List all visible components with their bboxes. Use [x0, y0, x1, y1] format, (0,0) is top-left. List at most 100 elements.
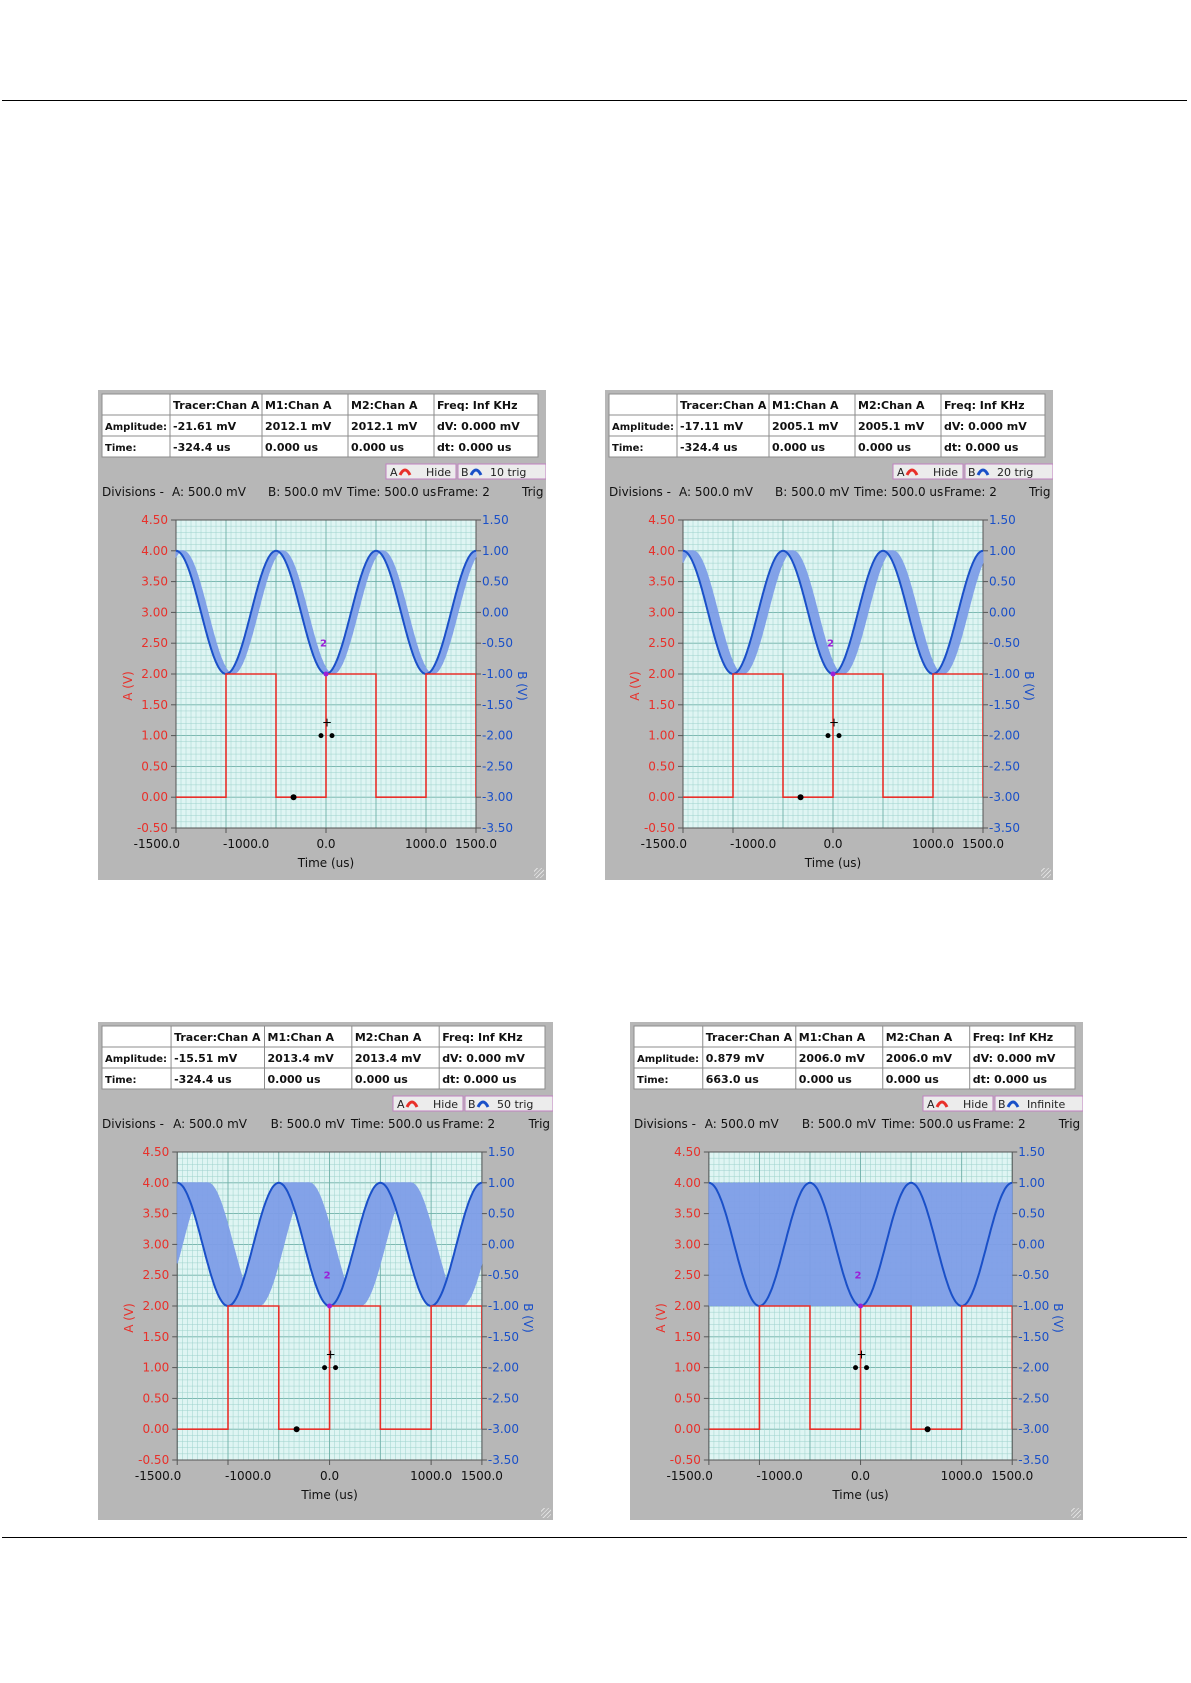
dv-value: dV: 0.000 mV [437, 420, 520, 433]
x-tick-label: 1000.0 [941, 1469, 983, 1483]
y-tick-label: 3.50 [674, 1207, 701, 1221]
y2-tick-label: -3.00 [989, 790, 1020, 804]
tracer-dot [797, 794, 804, 801]
divisions-b: B: 500.0 mV [802, 1117, 877, 1131]
y2-tick-label: -2.50 [989, 759, 1020, 773]
legend-b-label: B [968, 466, 976, 479]
divisions-time: Time: 500.0 us [853, 485, 943, 499]
legend-a-icon [905, 468, 919, 476]
y2-axis-label: B (V) [515, 671, 529, 701]
divisions-time: Time: 500.0 us [346, 485, 436, 499]
y-tick-label: 2.00 [141, 667, 168, 681]
y2-tick-label: -0.50 [488, 1268, 519, 1282]
header-tracer: Tracer:Chan A [680, 399, 767, 412]
legend-a-box [892, 463, 964, 480]
y2-tick-label: 1.00 [1018, 1176, 1045, 1190]
x-tick-label: -1000.0 [225, 1469, 271, 1483]
header-freq: Freq: Inf KHz [437, 399, 517, 412]
resize-grip[interactable] [534, 868, 544, 878]
legend-a-box [922, 1095, 994, 1112]
marker-2-label: 2 [855, 1270, 862, 1281]
y-tick-label: 4.00 [143, 1176, 170, 1190]
tracer-time: -324.4 us [680, 441, 738, 454]
y-tick-label: 3.50 [648, 575, 675, 589]
hide-button: Hide [433, 1098, 458, 1111]
x-tick-label: -1000.0 [756, 1469, 802, 1483]
x-axis-label: Time (us) [300, 1488, 357, 1502]
tracer-dot [924, 1426, 931, 1433]
y2-tick-label: 1.00 [482, 544, 509, 558]
x-tick-label: 1000.0 [912, 837, 954, 851]
tracer-time: -324.4 us [174, 1073, 232, 1086]
tracer-amplitude: -17.11 mV [680, 420, 744, 433]
header-tracer: Tracer:Chan A [174, 1031, 261, 1044]
divisions-b: B: 500.0 mV [775, 485, 850, 499]
divisions-a: A: 500.0 mV [173, 1117, 248, 1131]
y-tick-label: 0.00 [141, 790, 168, 804]
y-tick-label: 2.00 [648, 667, 675, 681]
y-axis-label: A (V) [628, 671, 642, 701]
time-label: Time: [105, 443, 136, 454]
y2-tick-label: 0.00 [488, 1237, 515, 1251]
hide-button: Hide [933, 466, 958, 479]
y2-axis-label: B (V) [521, 1303, 535, 1333]
cursor-dot-right [329, 733, 335, 739]
amplitude-label: Amplitude: [612, 422, 674, 433]
y2-tick-label: -3.00 [488, 1422, 519, 1436]
y-tick-label: 4.50 [143, 1145, 170, 1159]
y2-tick-label: 0.50 [1018, 1207, 1045, 1221]
header-m1: M1:Chan A [265, 399, 332, 412]
y-tick-label: 0.50 [648, 759, 675, 773]
marker-point [830, 671, 836, 677]
frame-label: Frame: 2 [973, 1117, 1026, 1131]
dt-value: dt: 0.000 us [437, 441, 512, 454]
divisions-label: Divisions - [609, 485, 671, 499]
y2-tick-label: 0.00 [989, 605, 1016, 619]
divisions-b: B: 500.0 mV [268, 485, 343, 499]
dv-value: dV: 0.000 mV [442, 1052, 525, 1065]
cursor-cross: + [322, 715, 332, 729]
legend-b-icon [469, 468, 483, 476]
resize-grip[interactable] [541, 1508, 551, 1518]
y2-tick-label: 0.00 [1018, 1237, 1045, 1251]
x-tick-label: 1000.0 [405, 837, 447, 851]
m1-time: 0.000 us [268, 1073, 321, 1086]
y2-tick-label: 1.50 [482, 513, 509, 527]
tracer-time: 663.0 us [706, 1073, 759, 1086]
x-axis-label: Time (us) [831, 1488, 888, 1502]
y-axis-label: A (V) [121, 671, 135, 701]
resize-grip[interactable] [1041, 868, 1051, 878]
x-tick-label: -1500.0 [667, 1469, 713, 1483]
time-label: Time: [105, 1075, 136, 1086]
m2-time: 0.000 us [351, 441, 404, 454]
y-tick-label: 2.50 [141, 636, 168, 650]
y-tick-label: 1.00 [674, 1361, 701, 1375]
y-tick-label: 2.50 [648, 636, 675, 650]
scope-panel-1: Tracer:Chan A M1:Chan A M2:Chan A Freq: Inf… [98, 390, 546, 880]
scope-svg: Tracer:Chan A M1:Chan A M2:Chan A Freq: Inf… [101, 1025, 553, 1502]
dt-value: dt: 0.000 us [944, 441, 1019, 454]
m2-time: 0.000 us [355, 1073, 408, 1086]
x-tick-label: -1000.0 [730, 837, 776, 851]
y2-tick-label: -1.50 [1018, 1330, 1049, 1344]
legend-b-label: B [468, 1098, 476, 1111]
divisions-time: Time: 500.0 us [350, 1117, 440, 1131]
scope-svg: Tracer:Chan A M1:Chan A M2:Chan A Freq: Inf… [608, 393, 1053, 870]
y2-tick-label: 1.50 [488, 1145, 515, 1159]
y-tick-label: -0.50 [138, 1453, 169, 1467]
y2-tick-label: -2.00 [482, 729, 513, 743]
dt-value: dt: 0.000 us [973, 1073, 1048, 1086]
x-axis-label: Time (us) [297, 856, 354, 870]
cursor-dot-left [825, 733, 831, 739]
y-tick-label: 0.00 [648, 790, 675, 804]
header-m2: M2:Chan A [886, 1031, 953, 1044]
header-m1: M1:Chan A [268, 1031, 335, 1044]
y-tick-label: -0.50 [644, 821, 675, 835]
m2-amplitude: 2005.1 mV [858, 420, 925, 433]
cursor-cross: + [326, 1347, 336, 1361]
resize-grip[interactable] [1071, 1508, 1081, 1518]
marker-2-label: 2 [324, 1270, 331, 1281]
m2-amplitude: 2012.1 mV [351, 420, 418, 433]
cursor-dot-right [333, 1365, 339, 1371]
y-tick-label: 0.00 [674, 1422, 701, 1436]
